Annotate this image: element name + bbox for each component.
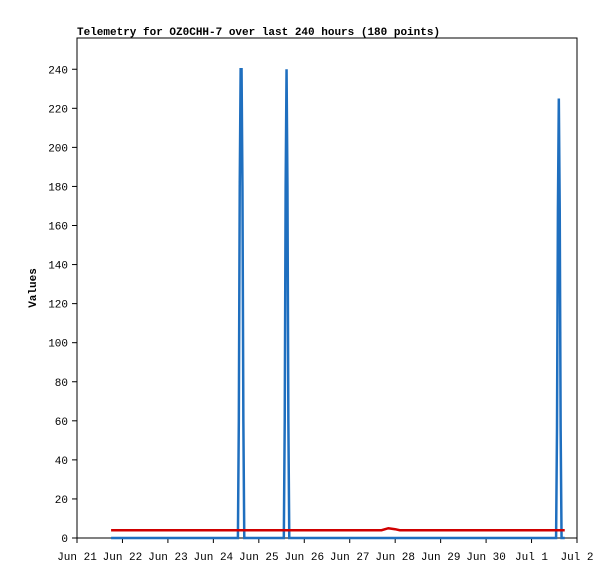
x-tick-label: Jul 1 bbox=[515, 552, 548, 564]
x-tick-label: Jun 29 bbox=[421, 552, 461, 564]
x-tick-label: Jun 25 bbox=[239, 552, 279, 564]
series-line bbox=[111, 526, 565, 532]
y-tick-label: 160 bbox=[48, 222, 68, 234]
chart-title: Telemetry for OZ0CHH-7 over last 240 hou… bbox=[77, 27, 440, 39]
x-tick-label: Jun 21 bbox=[57, 552, 97, 564]
x-tick-label: Jun 30 bbox=[466, 552, 506, 564]
y-tick-label: 0 bbox=[61, 534, 68, 546]
y-tick-label: 200 bbox=[48, 143, 68, 155]
y-tick-label: 220 bbox=[48, 104, 68, 116]
x-tick-label: Jun 22 bbox=[103, 552, 143, 564]
y-tick-label: 140 bbox=[48, 261, 68, 273]
y-tick-label: 40 bbox=[55, 456, 68, 468]
y-tick-label: 120 bbox=[48, 300, 68, 312]
x-tick-label: Jul 2 bbox=[560, 552, 593, 564]
x-tick-label: Jun 23 bbox=[148, 552, 188, 564]
y-tick-label: 80 bbox=[55, 378, 68, 390]
x-tick-label: Jun 26 bbox=[284, 552, 324, 564]
y-tick-label: 180 bbox=[48, 182, 68, 194]
y-tick-label: 100 bbox=[48, 339, 68, 351]
plot-frame bbox=[76, 37, 578, 539]
x-tick-label: Jun 28 bbox=[375, 552, 415, 564]
x-tick-label: Jun 24 bbox=[194, 552, 234, 564]
series-line bbox=[111, 68, 565, 540]
y-tick-label: 240 bbox=[48, 65, 68, 77]
x-tick-label: Jun 27 bbox=[330, 552, 370, 564]
y-axis-label: Values bbox=[28, 268, 40, 308]
y-tick-label: 20 bbox=[55, 495, 68, 507]
y-tick-label: 60 bbox=[55, 417, 68, 429]
